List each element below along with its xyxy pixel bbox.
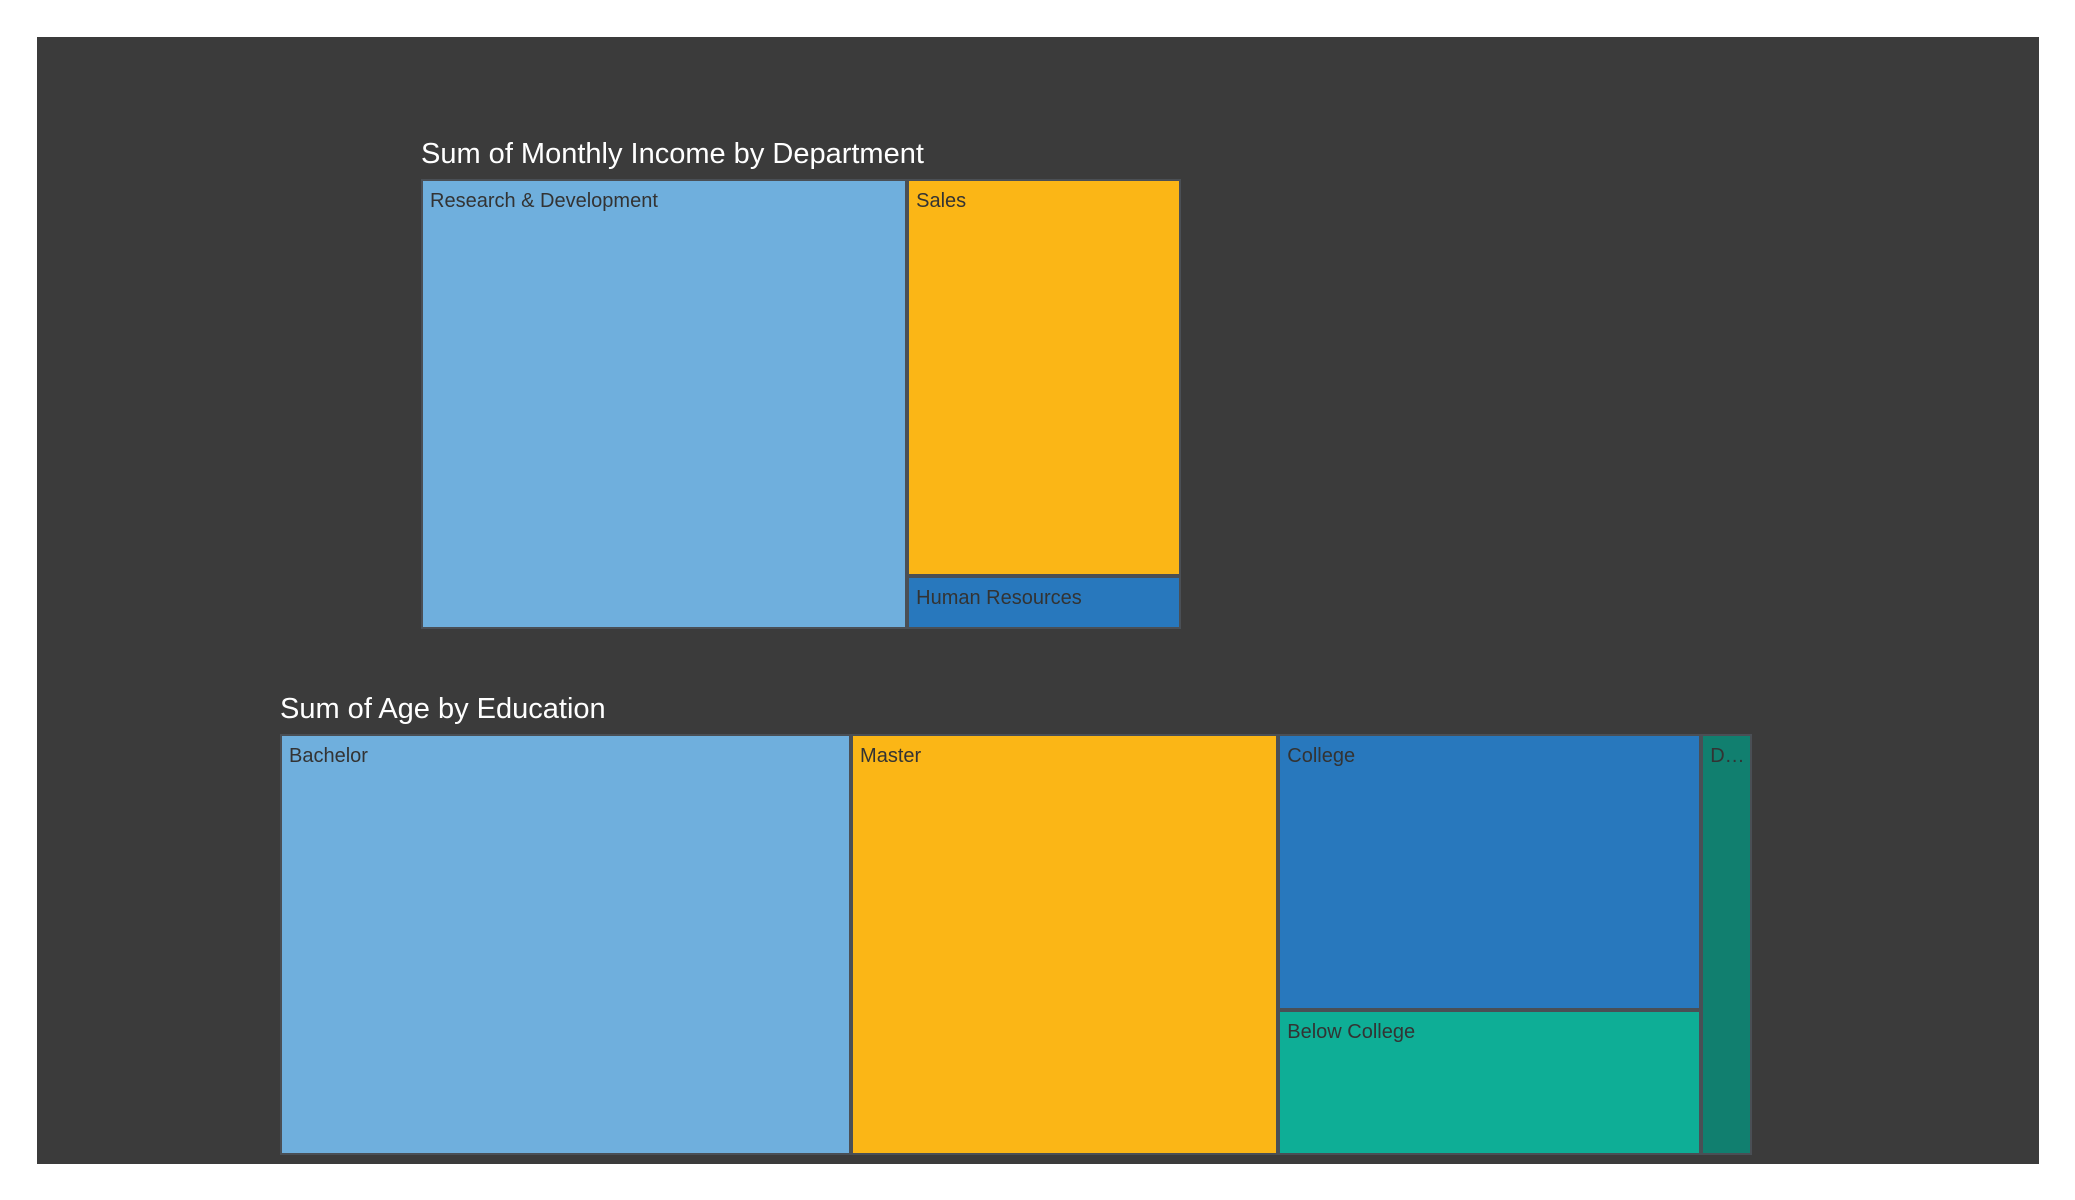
tile-label: Research & Development bbox=[430, 190, 658, 212]
tile-label: Master bbox=[860, 745, 922, 767]
department-chart-title: Sum of Monthly Income by Department bbox=[421, 138, 924, 170]
education-age-treemap: Bachelor Master College Below College D… bbox=[280, 734, 1752, 1155]
education-chart-title: Sum of Age by Education bbox=[280, 693, 606, 725]
tile-label: College bbox=[1287, 745, 1356, 767]
tile-below-college[interactable]: Below College bbox=[1278, 1009, 1702, 1155]
tile-label: D… bbox=[1710, 745, 1745, 767]
tile-master[interactable]: Master bbox=[851, 734, 1279, 1155]
dashboard-canvas: Sum of Monthly Income by Department Rese… bbox=[37, 37, 2039, 1164]
tile-human-resources[interactable]: Human Resources bbox=[907, 576, 1181, 629]
tile-label: Sales bbox=[916, 190, 967, 212]
tile-bachelor[interactable]: Bachelor bbox=[280, 734, 852, 1155]
tile-sales[interactable]: Sales bbox=[907, 179, 1181, 577]
tile-label: Bachelor bbox=[289, 745, 368, 767]
tile-college[interactable]: College bbox=[1278, 734, 1702, 1010]
tile-label: Human Resources bbox=[916, 587, 1082, 610]
tile-research-development[interactable]: Research & Development bbox=[421, 179, 908, 629]
tile-label: Below College bbox=[1287, 1020, 1416, 1043]
tile-doctor[interactable]: D… bbox=[1701, 734, 1752, 1155]
department-income-treemap: Research & Development Sales Human Resou… bbox=[421, 179, 1181, 629]
